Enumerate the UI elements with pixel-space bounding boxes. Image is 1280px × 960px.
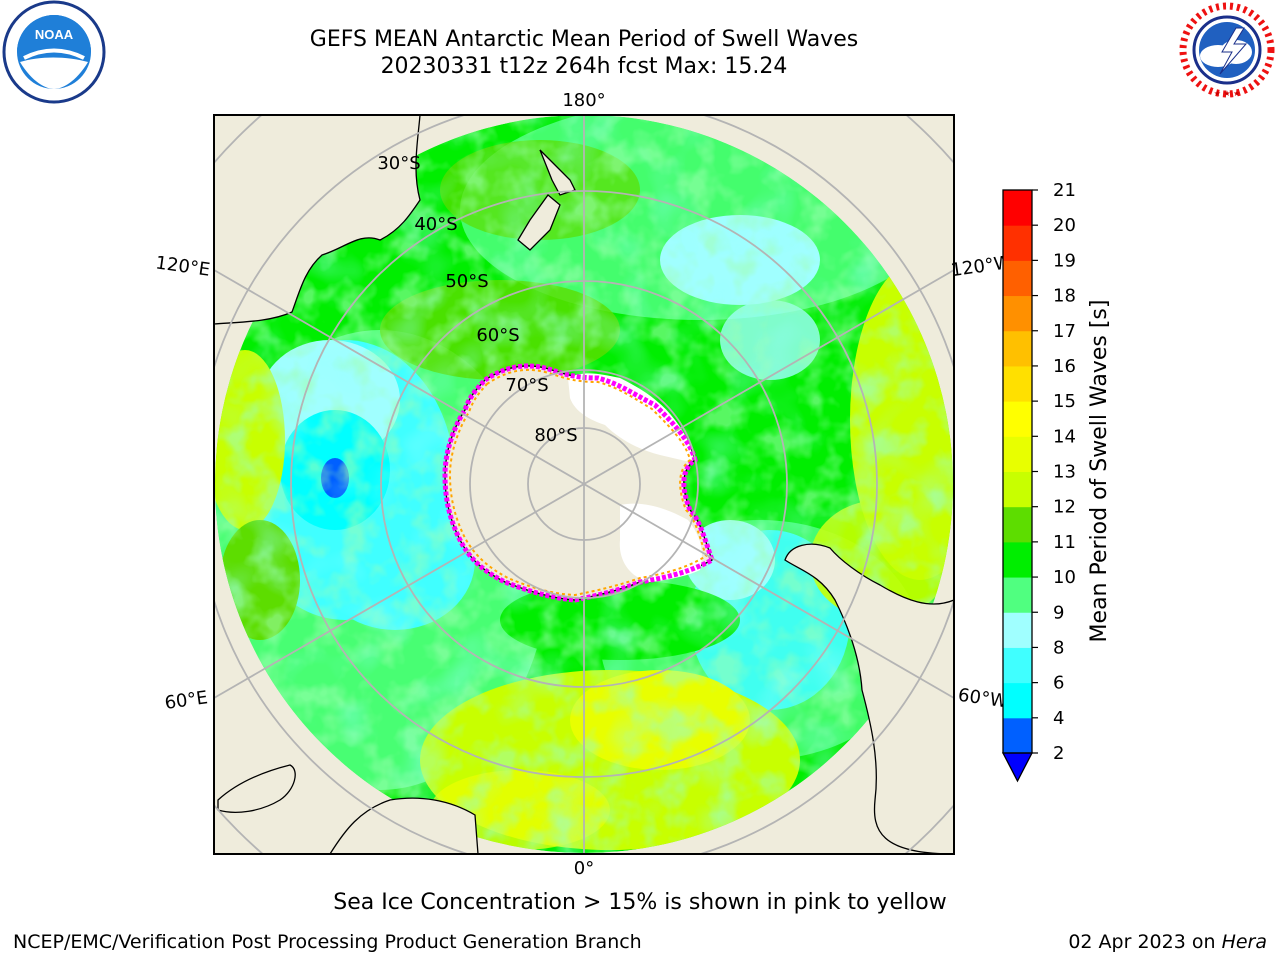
nws-logo: ★ ★ ★	[1179, 2, 1275, 98]
map-subtitle: 20230331 t12z 264h fcst Max: 15.24	[380, 54, 788, 79]
footer-host: Hera	[1221, 931, 1267, 953]
graticule	[214, 115, 954, 854]
lat-label-50s: 50°S	[445, 271, 488, 292]
map-frame	[213, 114, 955, 855]
lat-label-60s: 60°S	[476, 325, 519, 346]
sea-ice-caption: Sea Ice Concentration > 15% is shown in …	[333, 890, 947, 915]
lon-label-120e: 120°E	[154, 252, 211, 280]
lat-label-40s: 40°S	[414, 214, 457, 235]
lat-label-80s: 80°S	[534, 425, 577, 446]
map-title: GEFS MEAN Antarctic Mean Period of Swell…	[309, 27, 859, 52]
svg-text:NOAA: NOAA	[35, 27, 74, 42]
lat-label-30s: 30°S	[377, 153, 420, 174]
svg-text:★ ★ ★: ★ ★ ★	[1214, 89, 1241, 98]
noaa-logo: NOAA	[2, 0, 106, 104]
lon-label-60e: 60°E	[163, 687, 209, 714]
footer-date: 02 Apr 2023 on Hera	[1068, 931, 1267, 953]
lon-label-180: 180°	[562, 90, 605, 111]
lon-label-0: 0°	[574, 858, 594, 879]
footer-credit: NCEP/EMC/Verification Post Processing Pr…	[13, 931, 642, 953]
lon-label-60w: 60°W	[957, 685, 1009, 713]
lon-label-120w: 120°W	[949, 252, 1013, 281]
lat-label-70s: 70°S	[505, 375, 548, 396]
footer-date-text: 02 Apr 2023 on	[1068, 931, 1222, 953]
